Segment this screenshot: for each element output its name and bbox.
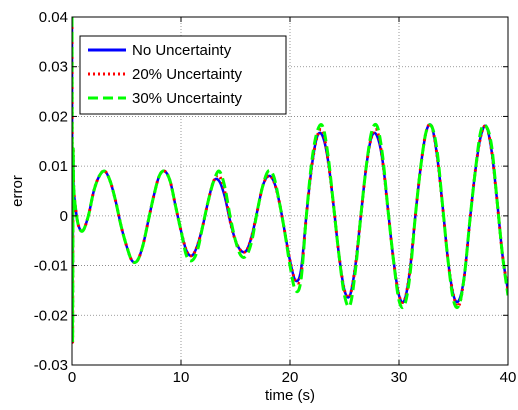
y-tick-label: -0.03 — [34, 357, 68, 374]
legend-label-1: No Uncertainty — [132, 42, 232, 59]
y-tick-label: 0.01 — [39, 158, 68, 175]
legend-label-3: 30% Uncertainty — [132, 90, 243, 107]
legend-label-2: 20% Uncertainty — [132, 66, 243, 83]
axis-ticks: 0 10 20 30 40 -0.03 -0.02 -0.01 0 0.01 0.02 0.03 0.0… — [34, 9, 517, 386]
y-tick-label: 0.03 — [39, 59, 68, 76]
y-axis-label: error — [9, 175, 26, 207]
series-layer — [72, 17, 508, 344]
x-tick-label: 0 — [68, 369, 76, 386]
x-tick-label: 10 — [173, 369, 190, 386]
legend: No Uncertainty 20% Uncertainty 30% Uncerta… — [79, 35, 287, 115]
x-tick-label: 30 — [391, 369, 408, 386]
series-line-3 — [72, 17, 508, 344]
y-tick-label: 0 — [60, 208, 68, 225]
y-tick-label: 0.02 — [39, 108, 68, 125]
x-axis-label: time (s) — [265, 387, 315, 404]
y-tick-label: -0.01 — [34, 258, 68, 275]
y-tick-label: 0.04 — [39, 9, 68, 26]
x-tick-label: 20 — [282, 369, 299, 386]
y-tick-label: -0.02 — [34, 307, 68, 324]
x-tick-label: 40 — [500, 369, 517, 386]
